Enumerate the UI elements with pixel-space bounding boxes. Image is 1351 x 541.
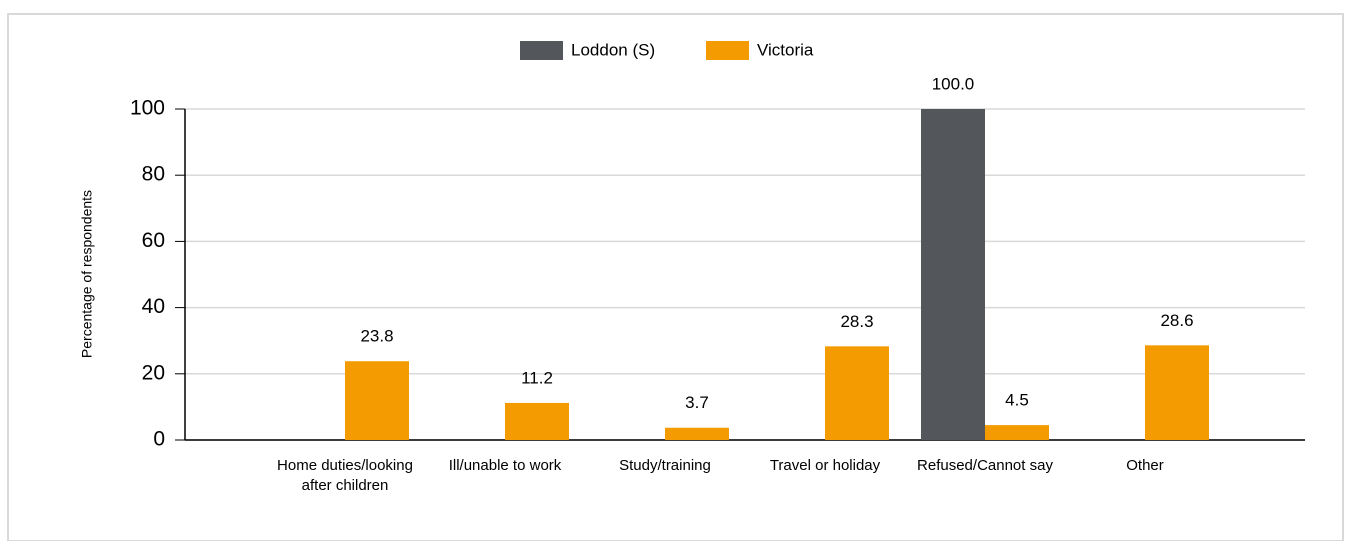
legend-label: Victoria bbox=[757, 40, 814, 59]
y-tick-label: 80 bbox=[142, 163, 165, 186]
y-tick-label: 40 bbox=[142, 295, 165, 318]
legend-label: Loddon (S) bbox=[571, 40, 655, 59]
data-label: 23.8 bbox=[360, 327, 393, 346]
y-tick-label: 100 bbox=[130, 97, 165, 120]
bar bbox=[1145, 345, 1209, 440]
bar bbox=[345, 361, 409, 440]
y-tick-label: 60 bbox=[142, 229, 165, 252]
legend-swatch bbox=[520, 41, 563, 60]
bar bbox=[985, 425, 1049, 440]
x-tick-label: Home duties/looking after children bbox=[277, 457, 413, 494]
x-tick-label: Study/training bbox=[619, 457, 711, 474]
data-label: 28.3 bbox=[840, 312, 873, 331]
data-label: 11.2 bbox=[521, 368, 553, 387]
y-tick-label: 20 bbox=[142, 361, 165, 384]
x-tick-label: Ill/unable to work bbox=[448, 457, 562, 474]
data-label: 4.5 bbox=[1005, 391, 1029, 410]
bar bbox=[505, 402, 569, 440]
data-label: 100.0 bbox=[932, 74, 975, 93]
bar bbox=[825, 346, 889, 440]
data-label: 28.6 bbox=[1160, 311, 1193, 330]
legend-swatch bbox=[706, 41, 749, 60]
y-axis-label: Percentage of respondents bbox=[79, 190, 95, 358]
y-tick-label: 0 bbox=[153, 428, 165, 451]
x-tick-label: Refused/Cannot say bbox=[917, 457, 1053, 474]
bar bbox=[665, 427, 729, 440]
data-label: 3.7 bbox=[685, 393, 709, 412]
frame bbox=[7, 13, 1344, 541]
x-tick-label: Other bbox=[1126, 457, 1164, 474]
x-tick-label: Travel or holiday bbox=[769, 457, 881, 474]
bar bbox=[921, 109, 985, 440]
